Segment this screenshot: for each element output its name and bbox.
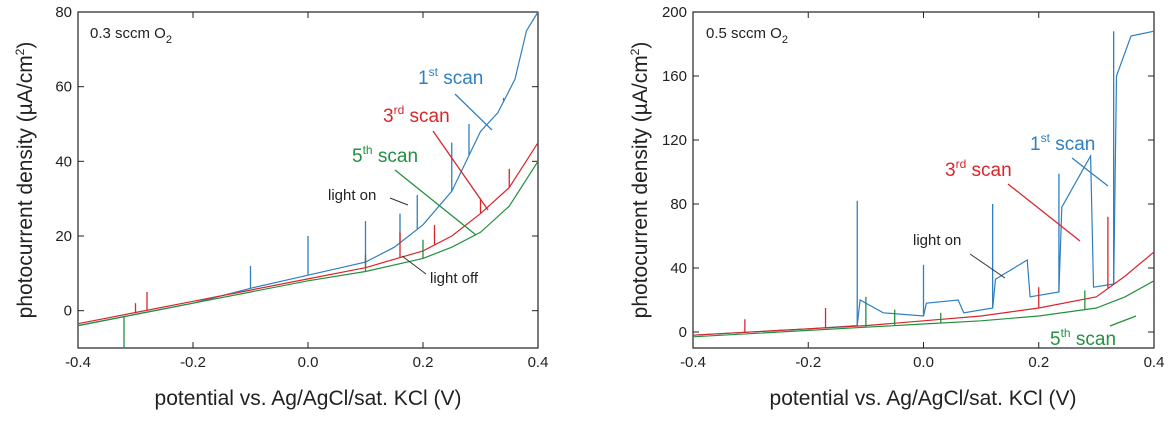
scan5-line: [77, 160, 539, 327]
scan3-label: 3rd scan: [383, 103, 450, 127]
x-tick-label: 0.2: [1028, 354, 1049, 371]
condition-label: 0.3 sccm O2: [90, 25, 172, 46]
series-lines: [692, 30, 1155, 338]
y-tick-label: 0: [679, 324, 687, 341]
scan1-label: 1st scan: [1030, 131, 1095, 155]
y-tick-label: 20: [55, 228, 72, 245]
light-on-leader: [969, 253, 1006, 279]
y-tick-label: 40: [670, 260, 687, 277]
light-on-label: light on: [328, 187, 376, 204]
y-axis-label: photocurrent density (µA/cm2): [13, 42, 37, 319]
y-tick-label: 80: [670, 196, 687, 213]
x-tick-label: 0.0: [913, 354, 934, 371]
scan3-label: 3rd scan: [945, 157, 1012, 181]
scan1-line: [77, 11, 539, 327]
x-axis-label: potential vs. Ag/AgCl/sat. KCl (V): [155, 387, 462, 410]
y-tick-labels: 0 40 80 120 160 200: [662, 4, 1154, 341]
y-tick-label: 40: [55, 153, 72, 170]
scan3-leader: [1007, 183, 1081, 242]
series-lines: [77, 11, 539, 348]
light-on-label: light on: [913, 232, 961, 249]
x-tick-label: -0.4: [680, 354, 706, 371]
y-tick-label: 200: [662, 4, 687, 21]
y-tick-labels: 0 20 40 60 80: [55, 4, 538, 320]
y-tick-label: 160: [662, 68, 687, 85]
y-axis-label: photocurrent density (µA/cm2): [628, 42, 652, 319]
x-tick-label: 0.0: [298, 354, 319, 371]
y-tick-label: 0: [64, 303, 72, 320]
x-tick-label: 0.4: [528, 354, 549, 371]
scan5-label: 5th scan: [352, 143, 418, 167]
scan1-leader: [454, 93, 493, 131]
scan5-line: [692, 280, 1155, 338]
x-axis-label: potential vs. Ag/AgCl/sat. KCl (V): [770, 387, 1077, 410]
x-tick-label: -0.4: [65, 354, 91, 371]
scan5-leader: [394, 169, 477, 236]
x-tick-label: 0.2: [413, 354, 434, 371]
condition-label: 0.5 sccm O2: [706, 25, 788, 46]
scan5-leader: [1109, 315, 1137, 327]
x-tick-labels: -0.4 -0.2 0.0 0.2 0.4: [65, 12, 548, 371]
scan3-leader: [432, 130, 489, 211]
scan1-label: 1st scan: [418, 65, 483, 89]
scan5-label: 5th scan: [1050, 326, 1116, 350]
scan3-line: [692, 251, 1155, 336]
light-on-leader: [389, 197, 409, 206]
y-tick-label: 60: [55, 79, 72, 96]
y-tick-label: 80: [55, 4, 72, 21]
right-chart: -0.4 -0.2 0.0 0.2 0.4 0 40 80 120 160 200 0.5 scc…: [628, 4, 1164, 410]
light-off-leader: [401, 255, 427, 275]
scan1-line: [692, 30, 1155, 336]
x-tick-label: -0.2: [795, 354, 821, 371]
y-tick-label: 120: [662, 132, 687, 149]
light-off-label: light off: [430, 270, 479, 287]
x-tick-labels: -0.4 -0.2 0.0 0.2 0.4: [680, 12, 1164, 371]
x-tick-label: 0.4: [1144, 354, 1165, 371]
scan1-leader: [1071, 157, 1109, 187]
x-tick-label: -0.2: [180, 354, 206, 371]
